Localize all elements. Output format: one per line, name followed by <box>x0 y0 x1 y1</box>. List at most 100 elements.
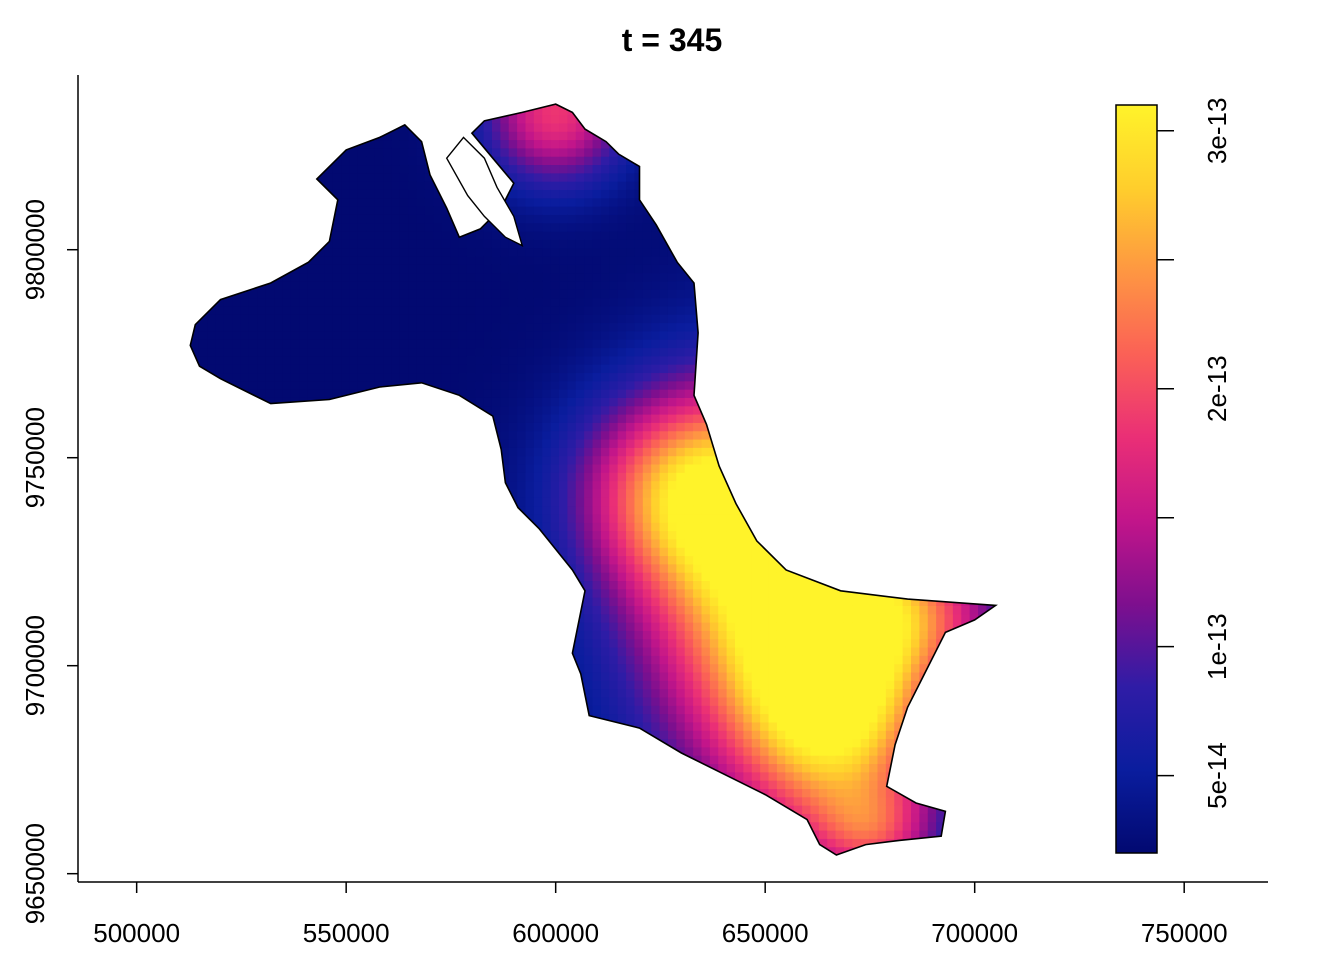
heatmap-cell <box>642 197 652 207</box>
heatmap-cell <box>424 247 434 257</box>
heatmap-cell <box>399 147 409 157</box>
heatmap-cell <box>349 197 359 207</box>
heatmap-cell <box>559 104 569 107</box>
heatmap-cell <box>282 738 292 748</box>
heatmap-cell <box>357 255 367 265</box>
heatmap-cell <box>198 214 208 224</box>
heatmap-cell <box>282 172 292 182</box>
heatmap-cell <box>424 580 434 590</box>
heatmap-cell <box>525 763 535 773</box>
heatmap-cell <box>642 771 652 781</box>
heatmap-cell <box>349 172 359 182</box>
heatmap-cell <box>240 555 250 565</box>
heatmap-cell <box>617 314 627 324</box>
heatmap-cell <box>475 447 485 457</box>
heatmap-cell <box>223 555 233 565</box>
heatmap-cell <box>466 597 476 606</box>
heatmap-cell <box>357 555 367 565</box>
heatmap-cell <box>274 147 284 157</box>
heatmap-cell <box>642 788 652 798</box>
heatmap-cell <box>332 164 342 174</box>
heatmap-cell <box>634 788 644 798</box>
heatmap-cell <box>642 721 652 731</box>
heatmap-cell <box>399 139 409 149</box>
heatmap-cell <box>508 264 518 274</box>
heatmap-cell <box>517 622 527 631</box>
heatmap-cell <box>542 139 552 149</box>
heatmap-cell <box>634 214 644 224</box>
heatmap-cell <box>299 114 309 124</box>
heatmap-cell <box>550 821 560 831</box>
heatmap-cell <box>433 505 443 515</box>
heatmap-cell <box>559 414 569 423</box>
heatmap-cell <box>517 230 527 240</box>
heatmap-cell <box>491 122 501 132</box>
heatmap-cell <box>290 663 300 673</box>
heatmap-cell <box>500 746 510 756</box>
heatmap-cell <box>441 763 451 773</box>
heatmap-cell <box>550 663 560 673</box>
heatmap-cell <box>491 239 501 249</box>
heatmap-cell <box>357 272 367 282</box>
heatmap-cell <box>198 580 208 590</box>
heatmap-cell <box>491 455 501 465</box>
heatmap-cell <box>424 414 434 423</box>
heatmap-cell <box>383 264 393 274</box>
heatmap-cell <box>533 613 543 623</box>
heatmap-cell <box>609 197 619 207</box>
heatmap-cell <box>475 721 485 731</box>
heatmap-cell <box>441 463 451 473</box>
heatmap-cell <box>190 181 200 190</box>
heatmap-cell <box>592 813 602 823</box>
heatmap-cell <box>416 305 426 315</box>
heatmap-cell <box>458 688 468 698</box>
heatmap-cell <box>567 131 577 141</box>
heatmap-cell <box>458 705 468 715</box>
heatmap-cell <box>383 646 393 656</box>
heatmap-cell <box>232 688 242 698</box>
heatmap-cell <box>232 214 242 224</box>
heatmap-cell <box>567 389 577 398</box>
heatmap-cell <box>232 680 242 690</box>
heatmap-cell <box>357 222 367 232</box>
heatmap-cell <box>383 730 393 740</box>
heatmap-cell <box>466 230 476 240</box>
heatmap-cell <box>533 555 543 565</box>
heatmap-cell <box>533 164 543 174</box>
heatmap-cell <box>475 696 485 706</box>
heatmap-cell <box>533 488 543 498</box>
heatmap-cell <box>332 572 342 582</box>
heatmap-cell <box>265 397 275 407</box>
heatmap-cell <box>408 156 418 166</box>
heatmap-cell <box>424 364 434 374</box>
heatmap-cell <box>408 463 418 473</box>
heatmap-cell <box>299 147 309 157</box>
heatmap-cell <box>584 663 594 673</box>
heatmap-cell <box>307 488 317 498</box>
heatmap-cell <box>408 655 418 665</box>
heatmap-cell <box>290 813 300 823</box>
heatmap-cell <box>349 805 359 814</box>
heatmap-cell <box>517 289 527 299</box>
heatmap-cell <box>600 538 610 548</box>
heatmap-cell <box>198 255 208 265</box>
heatmap-cell <box>441 480 451 490</box>
heatmap-cell <box>265 272 275 282</box>
heatmap-cell <box>341 131 351 141</box>
heatmap-cell <box>282 455 292 465</box>
heatmap-cell <box>617 364 627 374</box>
heatmap-cell <box>248 563 258 573</box>
heatmap-cell <box>441 630 451 640</box>
heatmap-cell <box>550 380 560 390</box>
heatmap-cell <box>542 721 552 731</box>
heatmap-cell <box>550 147 560 157</box>
heatmap-cell <box>299 605 309 615</box>
heatmap-cell <box>466 572 476 582</box>
heatmap-cell <box>332 705 342 715</box>
heatmap-cell <box>383 430 393 440</box>
heatmap-cell <box>600 339 610 349</box>
heatmap-cell <box>550 372 560 382</box>
heatmap-cell <box>282 305 292 315</box>
heatmap-cell <box>366 796 376 806</box>
heatmap-cell <box>550 646 560 656</box>
